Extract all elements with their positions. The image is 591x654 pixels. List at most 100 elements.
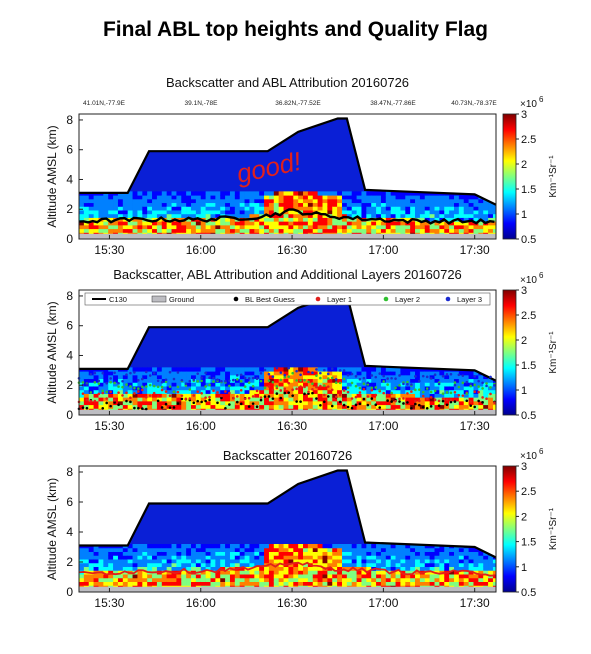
colorbar-exponent-power: 6 — [539, 95, 544, 104]
layer-dot — [133, 392, 136, 395]
layer-dot — [152, 371, 156, 375]
layer-dot — [172, 377, 176, 381]
layer-dot — [267, 379, 271, 382]
layer-dot — [109, 380, 112, 384]
x-tick-label: 16:30 — [277, 596, 307, 610]
layer-dot — [109, 377, 112, 380]
layer-dot — [445, 398, 449, 402]
layer-dot — [137, 390, 140, 393]
layer-dot — [291, 388, 294, 391]
layer-dot — [243, 376, 247, 380]
layer-dot — [465, 380, 469, 384]
layer-dot — [417, 379, 421, 383]
layer-dot — [382, 374, 385, 378]
layer-dot — [81, 406, 85, 409]
x-tick-label: 16:30 — [277, 243, 307, 257]
slide-title: Final ABL top heights and Quality Flag — [102, 18, 488, 41]
colorbar: 0.5 1 1.5 2 2.5 3×10 6 Km⁻¹Sr⁻¹ — [502, 95, 559, 246]
y-tick-label: 4 — [66, 172, 73, 186]
layer-dot — [105, 401, 108, 405]
layer-dot — [354, 403, 358, 407]
y-tick-label: 0 — [66, 585, 73, 599]
layer-dot — [192, 394, 196, 397]
layer-dot — [141, 407, 144, 410]
layer-dot — [323, 400, 326, 404]
layer-dot — [188, 397, 192, 400]
layer-dot — [251, 395, 255, 398]
layer-dot — [271, 397, 275, 400]
layer-dot — [208, 395, 211, 399]
layer-dot — [144, 385, 148, 388]
legend-label: Ground — [169, 295, 194, 304]
y-tick-label: 0 — [66, 232, 73, 246]
layer-dot — [216, 378, 219, 381]
layer-dot — [247, 377, 251, 380]
layer-dot — [354, 395, 358, 399]
layer-dot — [417, 399, 421, 403]
chart-title: Backscatter and ABL Attribution 20160726 — [166, 75, 409, 90]
layer-dot — [425, 397, 429, 401]
y-tick-label: 6 — [66, 319, 73, 333]
layer-dot — [291, 371, 294, 375]
colorbar-tick-label: 2.5 — [521, 134, 536, 146]
layer-dot — [279, 396, 283, 400]
layer-dot — [394, 386, 397, 390]
layer-dot — [121, 394, 124, 397]
layer-dot — [176, 371, 180, 374]
layer-dot — [196, 372, 200, 375]
layer-dot — [481, 401, 484, 404]
layer-dot — [232, 378, 235, 382]
layer-dot — [239, 373, 243, 377]
layer-dot — [295, 379, 298, 382]
layer-dot — [433, 373, 437, 376]
layer-dot — [326, 385, 330, 388]
x-tick-label: 16:00 — [186, 243, 216, 257]
colorbar-tick-label: 2.5 — [521, 486, 536, 498]
layer-dot — [374, 386, 378, 389]
layer-dot — [330, 388, 334, 392]
layer-dot — [235, 395, 239, 398]
layer-dot — [315, 385, 318, 389]
chart-panel-2: Backscatter, ABL Attribution and Additio… — [45, 267, 559, 433]
layer-dot — [445, 391, 449, 394]
layer-dot — [350, 381, 354, 385]
layer-dot — [398, 374, 401, 377]
c130-altitude-line — [79, 469, 497, 559]
layer-dot — [465, 392, 469, 396]
layer-dot — [85, 398, 89, 402]
layer-dot — [204, 385, 207, 388]
layer-dot — [402, 397, 405, 400]
layer-dot — [390, 376, 393, 380]
colorbar-tick-label: 1 — [521, 385, 527, 397]
layer-dot — [374, 375, 378, 379]
layer-dot — [453, 381, 457, 384]
chart-panel-3: Backscatter 20160726 0 2 4 6 8 Altitude AMSL (… — [45, 447, 559, 610]
layer-dot — [378, 388, 382, 392]
layer-dot — [275, 392, 279, 395]
layer-dot — [406, 392, 409, 395]
layer-dot — [121, 379, 124, 383]
layer-dot — [160, 385, 164, 389]
y-axis-label: Altitude AMSL (km) — [45, 125, 59, 227]
layer-dot — [366, 395, 370, 398]
y-tick-label: 4 — [66, 525, 73, 539]
layer-dot — [224, 390, 227, 393]
plot-frame — [78, 465, 497, 593]
colorbar-tick-label: 0.5 — [521, 234, 536, 246]
layer-dot — [414, 399, 417, 403]
layer-dot — [370, 386, 374, 390]
layer-dot — [299, 373, 302, 377]
layer-dot — [429, 405, 433, 408]
layer-dot — [208, 383, 211, 387]
layer-dot — [425, 406, 429, 410]
layer-dot — [362, 387, 366, 391]
layer-dot — [315, 368, 318, 371]
layer-dot — [414, 375, 417, 378]
legend-label: Layer 1 — [327, 295, 352, 304]
colorbar-exponent: ×10 — [520, 99, 537, 110]
layer-dot — [326, 395, 330, 398]
layer-dot — [421, 374, 425, 378]
layer-dot — [283, 375, 287, 379]
layer-dot — [263, 395, 267, 398]
layer-dot — [192, 378, 196, 381]
